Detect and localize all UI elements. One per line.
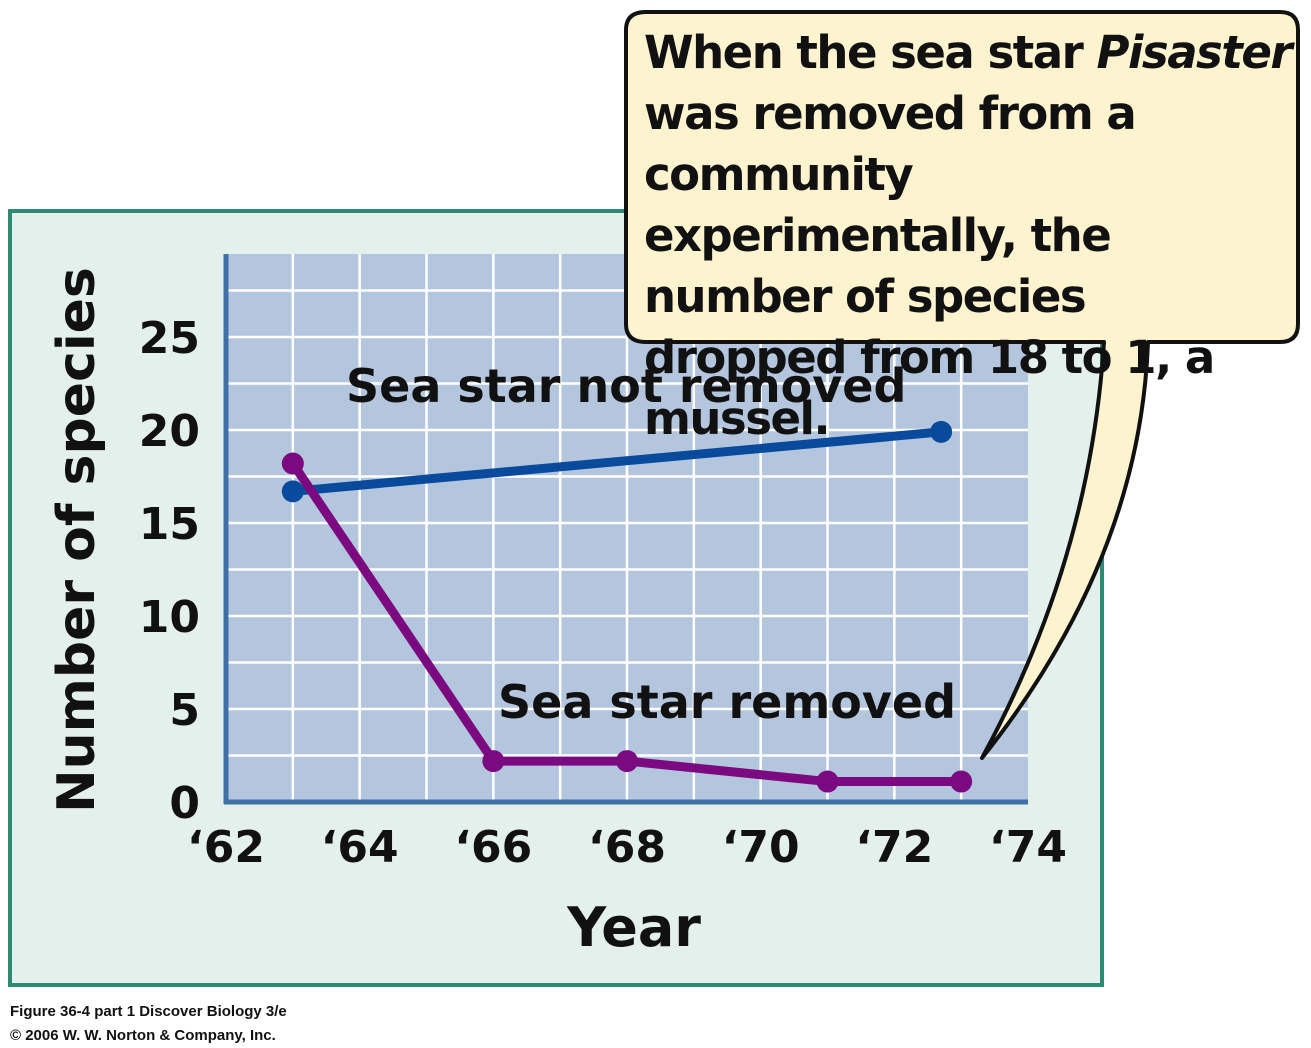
x-axis-title: Year: [566, 896, 701, 959]
callout-text-suffix: was removed from a community experimenta…: [644, 87, 1215, 445]
callout-text-prefix: When the sea star: [644, 26, 1097, 79]
x-tick-label: ‘72: [855, 822, 933, 873]
series-line: [288, 427, 946, 496]
callout-shape: [624, 10, 1300, 760]
x-tick-label: ‘64: [321, 822, 399, 873]
series-label-not-removed: Sea star not removed: [346, 359, 906, 413]
data-point: [950, 770, 973, 793]
x-tick-label: ‘70: [722, 822, 800, 873]
data-point: [616, 750, 638, 773]
figure-caption: Figure 36-4 part 1 Discover Biology 3/e …: [10, 1000, 287, 1048]
data-point: [930, 420, 953, 443]
caption-line-1: Figure 36-4 part 1 Discover Biology 3/e: [10, 1003, 287, 1020]
series-removed: [281, 452, 973, 793]
data-point: [281, 480, 304, 503]
series-label-removed: Sea star removed: [498, 675, 956, 729]
x-tick-label: ‘74: [989, 822, 1067, 873]
y-tick-label: 15: [139, 499, 200, 550]
callout-text: When the sea star Pisaster was removed f…: [644, 22, 1294, 449]
tick-labels: 0 5 10 15 20 25 ‘62 ‘64 ‘66 ‘68 ‘70 ‘72 ‘74: [139, 313, 1067, 873]
y-tick-label: 5: [169, 685, 200, 736]
y-tick-label: 10: [139, 592, 200, 643]
y-tick-label: 25: [139, 313, 200, 364]
x-tick-label: ‘62: [187, 822, 265, 873]
data-point: [281, 452, 304, 475]
x-tick-label: ‘68: [588, 822, 666, 873]
data-point: [816, 770, 839, 793]
series-not-removed: [281, 420, 953, 503]
x-tick-label: ‘66: [454, 822, 532, 873]
caption-line-2: © 2006 W. W. Norton & Company, Inc.: [10, 1027, 276, 1044]
y-axis-title: Number of species: [47, 267, 107, 813]
y-tick-label: 20: [139, 406, 200, 457]
callout-text-italic: Pisaster: [1096, 26, 1293, 79]
axes: [223, 254, 1028, 805]
series: [281, 420, 973, 793]
data-point: [482, 750, 505, 773]
y-tick-label: 0: [169, 778, 200, 829]
